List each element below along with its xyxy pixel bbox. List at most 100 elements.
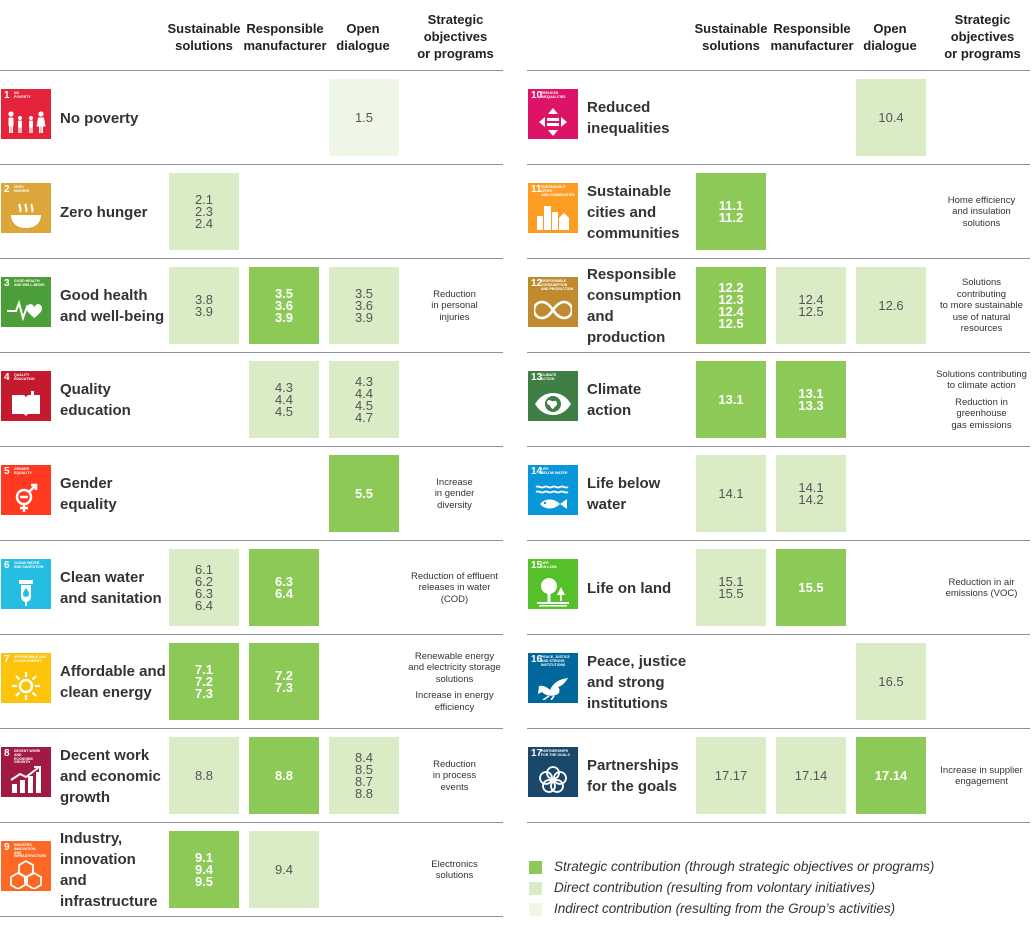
- sdg-tile-label: LIFE ON LAND: [541, 561, 557, 569]
- column-header-sustainable-solutions: Sustainable solutions: [694, 21, 768, 53]
- strategic-contribution-cell: 6.3 6.4: [249, 549, 319, 626]
- goal-row-4: 4 QUALITY EDUCATION Quality education 4.3 4…: [0, 353, 503, 447]
- direct-contribution-cell: 4.3 4.4 4.5: [249, 361, 319, 438]
- goal-row-15: 15 LIFE ON LAND Life on land 15.1 15.5 15.5 R…: [527, 541, 1030, 635]
- column-header-responsible-manufacturer: Responsible manufacturer: [770, 21, 854, 53]
- tree-icon: [528, 576, 578, 608]
- objective-text: Increase in energy efficiency: [415, 690, 494, 713]
- direct-contribution-cell: 4.3 4.4 4.5 4.7: [329, 361, 399, 438]
- strategic-contribution-cell: 13.1: [696, 361, 766, 438]
- sdg-1-tile: 1 NO POVERTY: [1, 89, 51, 139]
- legend: Strategic contribution (through strategi…: [527, 858, 1027, 921]
- sdg-panel-left: Sustainable solutions Responsible manufa…: [0, 0, 503, 927]
- direct-contribution-cell: 8.4 8.5 8.7 8.8: [329, 737, 399, 814]
- sdg-number: 10: [531, 90, 543, 101]
- direct-contribution-cell: 17.17: [696, 737, 766, 814]
- objective-text: Home efficiency and insulation solutions: [947, 194, 1016, 229]
- direct-contribution-cell: 10.4: [856, 79, 926, 156]
- water-drop-icon: [1, 576, 51, 608]
- cubes-icon: [1, 858, 51, 890]
- legend-label: Strategic contribution (through strategi…: [554, 859, 935, 874]
- row-divider: [0, 540, 503, 541]
- strategic-objectives: Increase in supplier engagement: [933, 733, 1030, 819]
- row-divider: [527, 728, 1030, 729]
- row-divider: [527, 634, 1030, 635]
- objective-text: Reduction in air emissions (VOC): [945, 576, 1018, 600]
- goal-row-11: 11 SUSTAINABLE CITIES AND COMMUNITIES Sust…: [527, 165, 1030, 259]
- goal-row-7: 7 AFFORDABLE AND CLEAN ENERGY Affordable a…: [0, 635, 503, 729]
- goal-name: Decent work and economic growth: [60, 746, 161, 806]
- goal-name: No poverty: [60, 109, 139, 127]
- strategic-contribution-cell: 13.1 13.3: [776, 361, 846, 438]
- sdg-number: 2: [4, 184, 10, 195]
- rings-icon: [528, 764, 578, 796]
- strategic-objectives: Reduction of effluent releases in water …: [406, 545, 503, 631]
- sdg-number: 14: [531, 466, 543, 477]
- goal-row-12: 12 RESPONSIBLE CONSUMPTION AND PRODUCTION…: [527, 259, 1030, 353]
- strategic-objectives: Renewable energy and electricity storage…: [406, 639, 503, 725]
- sdg-tile-label: SUSTAINABLE CITIES AND COMMUNITIES: [541, 185, 575, 197]
- equality-icon: [528, 106, 578, 138]
- strategic-contribution-cell: 12.2 12.3 12.4 12.5: [696, 267, 766, 344]
- strategic-objectives: Home efficiency and insulation solutions: [933, 169, 1030, 255]
- goal-name: Affordable and clean energy: [60, 663, 166, 701]
- objective-text: Increase in gender diversity: [434, 476, 475, 511]
- sdg-15-tile: 15 LIFE ON LAND: [528, 559, 578, 609]
- legend-item-direct: Direct contribution (resulting from volo…: [527, 879, 1027, 900]
- sdg-tile-label: GOOD HEALTH AND WELL-BEING: [14, 279, 45, 287]
- sdg-number: 5: [4, 466, 10, 477]
- strategic-objectives: Reduction in personal injuries: [406, 263, 503, 349]
- direct-contribution-cell: 12.4 12.5: [776, 267, 846, 344]
- goal-row-14: 14 LIFE BELOW WATER Life below water 14.1 14…: [527, 447, 1030, 541]
- goal-name: Climate action: [587, 381, 642, 419]
- dove-icon: [528, 670, 578, 702]
- row-divider: [527, 70, 1030, 71]
- goal-name: Life below water: [587, 475, 661, 513]
- column-header-strategic-objectives: Strategic objectives or programs: [944, 12, 1021, 61]
- sdg-10-tile: 10 REDUCED INEQUALITIES: [528, 89, 578, 139]
- sdg-tile-label: RESPONSIBLE CONSUMPTION AND PRODUCTION: [541, 279, 574, 291]
- sdg-tile-label: REDUCED INEQUALITIES: [541, 91, 566, 99]
- sdg-number: 12: [531, 278, 543, 289]
- strategic-contribution-cell: 9.1 9.4 9.5: [169, 831, 239, 908]
- sdg-17-tile: 17 PARTNERSHIPS FOR THE GOALS: [528, 747, 578, 797]
- objective-text: Reduction in personal injuries: [431, 288, 478, 323]
- objective-text: Reduction in greenhouse gas emissions: [951, 396, 1012, 431]
- strategic-contribution-cell: 8.8: [249, 737, 319, 814]
- goal-name: Quality education: [60, 381, 131, 419]
- sdg-number: 17: [531, 748, 543, 759]
- column-header-open-dialogue: Open dialogue: [336, 21, 390, 53]
- objective-text: Reduction in process events: [432, 758, 477, 793]
- row-divider: [527, 164, 1030, 165]
- legend-label: Direct contribution (resulting from volo…: [554, 880, 876, 895]
- strategic-objectives: Solutions contributing to more sustainab…: [933, 263, 1030, 349]
- sdg-number: 15: [531, 560, 543, 571]
- strategic-contribution-cell: 7.1 7.2 7.3: [169, 643, 239, 720]
- objective-text: Reduction of effluent releases in water …: [411, 570, 498, 605]
- goal-row-17: 17 PARTNERSHIPS FOR THE GOALS Partnerships…: [527, 729, 1030, 823]
- heartbeat-icon: [1, 294, 51, 326]
- row-divider: [527, 822, 1030, 823]
- row-divider: [527, 540, 1030, 541]
- strategic-objectives: Reduction in process events: [406, 733, 503, 819]
- objective-text: Electronics solutions: [431, 858, 478, 882]
- strategic-contribution-cell: 17.14: [856, 737, 926, 814]
- sdg-5-tile: 5 GENDER EQUALITY: [1, 465, 51, 515]
- infinity-icon: [528, 294, 578, 326]
- column-header-open-dialogue: Open dialogue: [863, 21, 917, 53]
- sdg-number: 13: [531, 372, 543, 383]
- strategic-contribution-cell: 11.1 11.2: [696, 173, 766, 250]
- goal-row-3: 3 GOOD HEALTH AND WELL-BEING Good health a…: [0, 259, 503, 353]
- sun-icon: [1, 670, 51, 702]
- sdg-number: 7: [4, 654, 10, 665]
- sdg-13-tile: 13 CLIMATE ACTION: [528, 371, 578, 421]
- legend-label: Indirect contribution (resulting from th…: [554, 901, 896, 916]
- sdg-number: 1: [4, 90, 10, 101]
- direct-contribution-cell: 12.6: [856, 267, 926, 344]
- objective-text: Solutions contributing to more sustainab…: [940, 277, 1023, 335]
- sdg-number: 16: [531, 654, 543, 665]
- strategic-contribution-cell: 7.2 7.3: [249, 643, 319, 720]
- goal-name: Good health and well-being: [60, 287, 165, 325]
- sdg-6-tile: 6 CLEAN WATER AND SANITATION: [1, 559, 51, 609]
- goal-row-13: 13 CLIMATE ACTION Climate action 13.1 13.1 1…: [527, 353, 1030, 447]
